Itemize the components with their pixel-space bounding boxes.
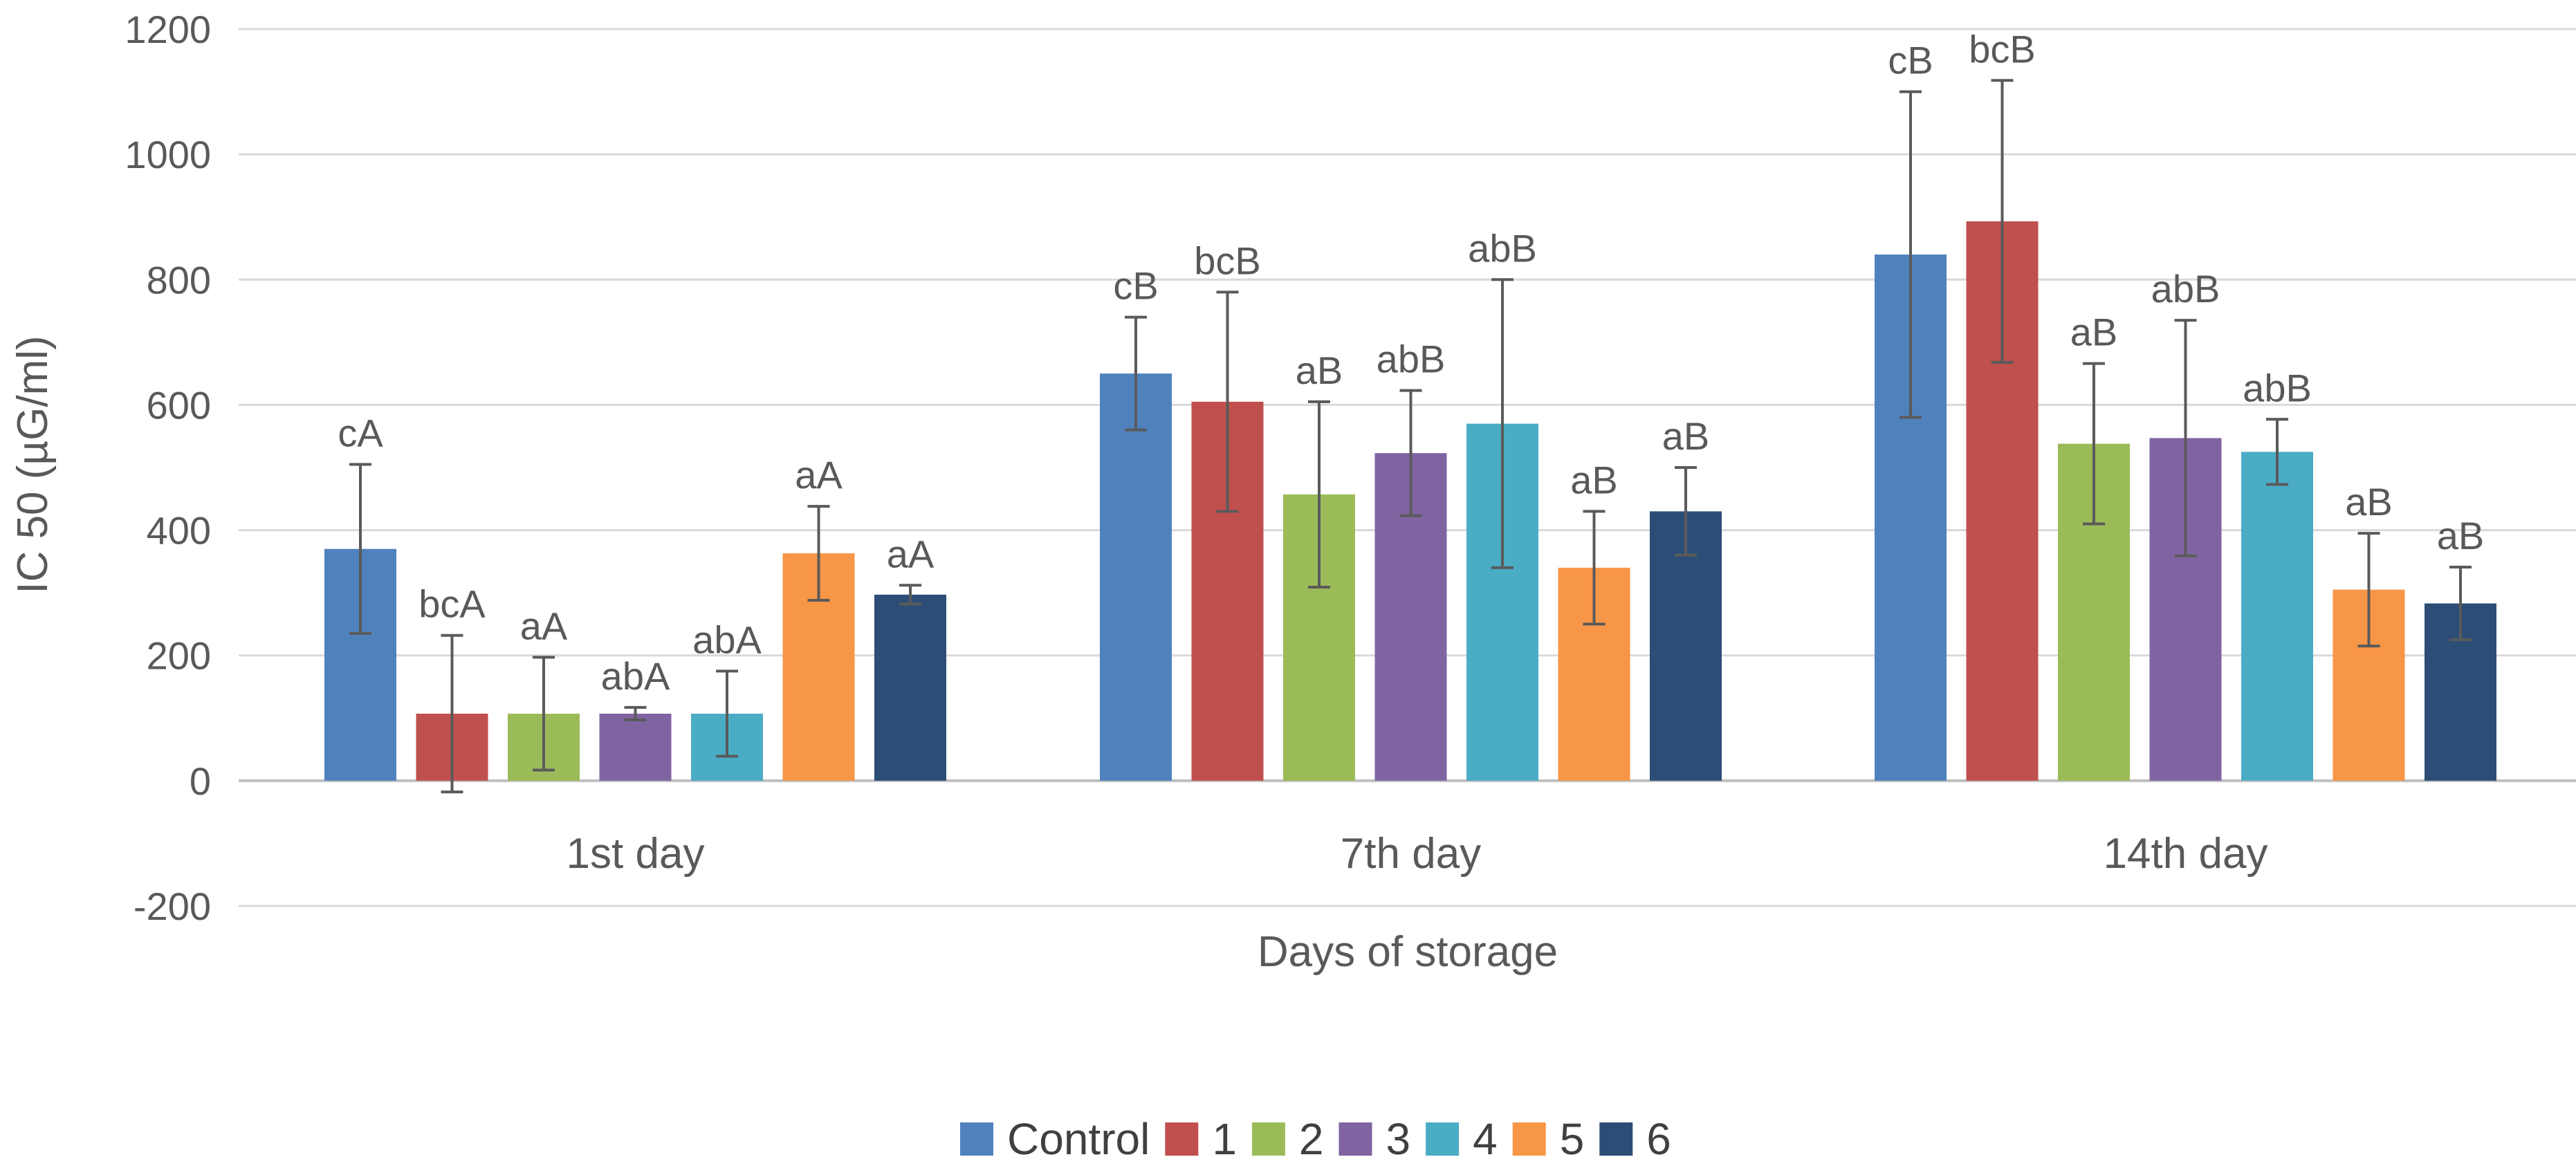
- error-bar: [716, 669, 738, 758]
- error-bar: [349, 463, 371, 636]
- data-label: abB: [1468, 226, 1537, 270]
- legend-item: 3: [1338, 1114, 1411, 1164]
- y-tick-label: 1000: [125, 133, 211, 176]
- error-bar: [2357, 532, 2380, 648]
- data-label: aB: [1296, 349, 1343, 392]
- error-bar: [807, 505, 830, 602]
- y-axis-title: IC 50 (µG/ml): [9, 335, 57, 593]
- legend-swatch: [1338, 1122, 1372, 1156]
- legend-item: 6: [1599, 1114, 1671, 1164]
- data-label: aA: [795, 453, 843, 497]
- data-label: abA: [601, 654, 670, 698]
- y-tick-label: 800: [147, 258, 211, 302]
- legend-label: 5: [1560, 1114, 1585, 1164]
- y-tick-label: -200: [134, 885, 211, 928]
- data-label: bcB: [1194, 239, 1261, 282]
- data-label: bcB: [1969, 27, 2036, 71]
- error-bar: [899, 584, 921, 606]
- error-bar: [1675, 466, 1697, 557]
- data-label: aB: [2345, 480, 2393, 524]
- data-label: aA: [520, 604, 568, 647]
- y-tick-label: 0: [190, 759, 211, 803]
- bar: [874, 594, 946, 781]
- error-bar: [1216, 290, 1239, 513]
- error-bar: [1399, 389, 1422, 517]
- y-tick-label: 600: [147, 383, 211, 427]
- error-bar: [2174, 319, 2197, 557]
- error-bar: [1583, 510, 1606, 626]
- error-bar: [2449, 566, 2472, 642]
- error-bar: [2083, 362, 2105, 526]
- error-bar: [624, 705, 647, 722]
- error-bar: [1991, 79, 2014, 364]
- legend-label: Control: [1007, 1114, 1150, 1164]
- error-bar: [1308, 400, 1330, 589]
- legend-item: Control: [960, 1114, 1150, 1164]
- x-category-label: 14th day: [2104, 830, 2268, 878]
- x-axis-categories: 1st day 7th day 14th day: [567, 830, 2268, 878]
- data-labels: cA bcA aA abA abA aA aA cB bcB aB abB abB aB aB cB bcB a…: [338, 27, 2484, 698]
- legend-swatch: [1599, 1122, 1633, 1156]
- data-label: abB: [2243, 366, 2312, 409]
- y-axis-ticks: 1200 1000 800 600 400 200 0 -200: [125, 8, 211, 928]
- legend-item: 4: [1426, 1114, 1498, 1164]
- data-label: aB: [2437, 514, 2485, 557]
- x-axis-title: Days of storage: [1258, 928, 1558, 976]
- y-tick-label: 400: [147, 509, 211, 553]
- data-label: bcA: [418, 582, 486, 626]
- bar: [1100, 373, 1172, 781]
- legend-item: 5: [1512, 1114, 1585, 1164]
- data-label: abB: [2151, 267, 2220, 311]
- legend-item: 2: [1251, 1114, 1324, 1164]
- legend-swatch: [1165, 1122, 1199, 1156]
- legend-label: 2: [1299, 1114, 1324, 1164]
- error-bar: [2266, 418, 2288, 486]
- data-label: aB: [1570, 458, 1618, 501]
- y-tick-label: 200: [147, 634, 211, 678]
- legend-label: 4: [1473, 1114, 1498, 1164]
- legend-swatch: [1426, 1122, 1460, 1156]
- data-label: aB: [1662, 414, 1710, 458]
- error-bar: [1125, 315, 1147, 432]
- x-category-label: 7th day: [1341, 830, 1481, 878]
- error-bar: [533, 656, 555, 772]
- bar: [2241, 452, 2313, 781]
- x-category-label: 1st day: [567, 830, 705, 878]
- legend-label: 3: [1386, 1114, 1411, 1164]
- data-label: aA: [887, 532, 935, 575]
- data-label: cB: [1113, 264, 1158, 308]
- error-bar: [1899, 90, 1922, 419]
- legend: Control 1 2 3 4 5 6: [960, 1114, 1671, 1164]
- legend-label: 1: [1212, 1114, 1237, 1164]
- y-tick-label: 1200: [125, 8, 211, 51]
- data-label: abB: [1377, 337, 1446, 381]
- error-bar: [1491, 278, 1514, 569]
- error-bar: [441, 633, 463, 794]
- data-label: abA: [692, 618, 762, 661]
- data-label: cA: [338, 411, 383, 454]
- legend-swatch: [1512, 1122, 1546, 1156]
- legend-swatch: [960, 1122, 993, 1156]
- legend-label: 6: [1646, 1114, 1671, 1164]
- data-label: aB: [2070, 311, 2118, 354]
- legend-item: 1: [1165, 1114, 1237, 1164]
- bar: [599, 713, 672, 781]
- error-bars: [349, 79, 2472, 794]
- legend-swatch: [1251, 1122, 1285, 1156]
- data-label: cB: [1888, 39, 1933, 82]
